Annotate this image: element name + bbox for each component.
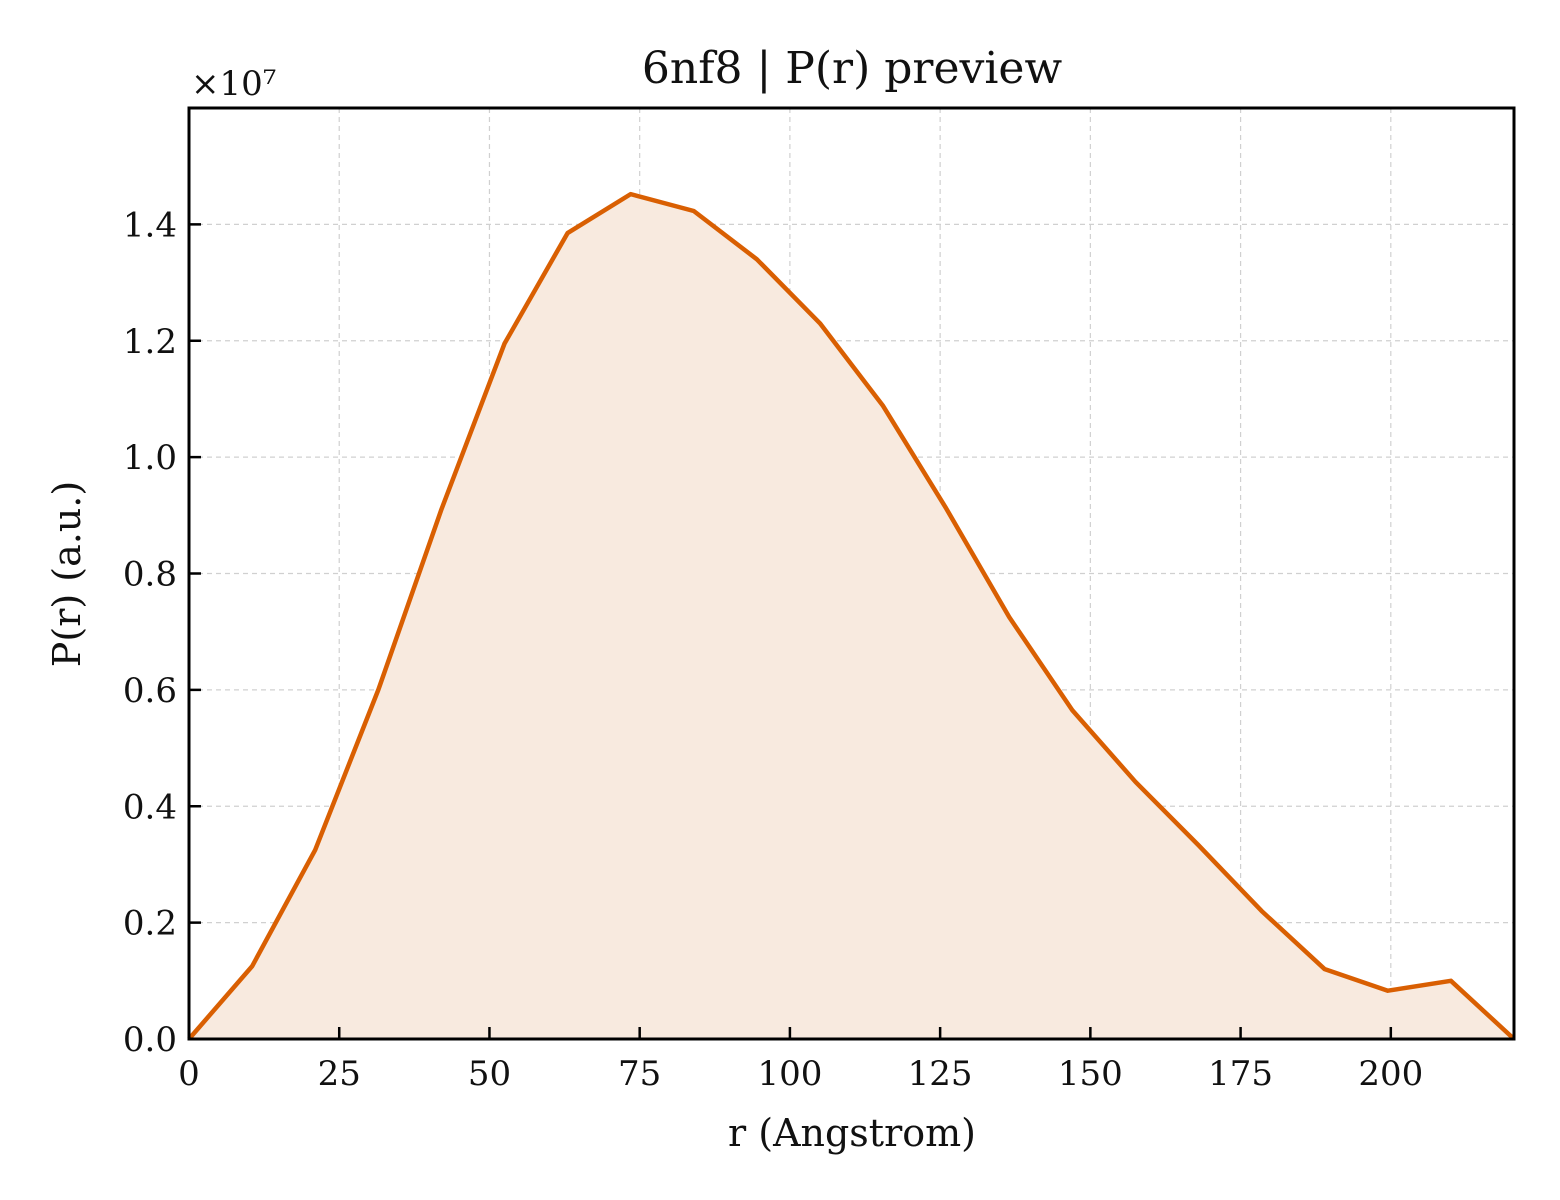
- x-tick-label: 25: [318, 1054, 361, 1094]
- series-line: [187, 191, 1516, 1041]
- y-tick-label: 1.2: [123, 322, 177, 362]
- x-tick-label: 125: [908, 1054, 973, 1094]
- chart-title: 6nf8 | P(r) preview: [642, 43, 1063, 94]
- x-tick-label: 50: [468, 1054, 511, 1094]
- x-tick-label: 200: [1358, 1054, 1423, 1094]
- ticks: 0 25 50 75 100 125 150 175 200 0.0 0.2 0.4 0.6 0.8 1.0…: [123, 205, 1423, 1094]
- x-tick-label: 150: [1058, 1054, 1123, 1094]
- x-axis-label: r (Angstrom): [728, 1111, 976, 1155]
- y-axis-label: P(r) (a.u.): [45, 481, 89, 667]
- x-tick-label: 0: [178, 1054, 200, 1094]
- y-tick-label: 0.4: [123, 787, 177, 827]
- y-tick-label: 1.0: [123, 438, 177, 478]
- y-tick-label: 0.0: [123, 1020, 177, 1060]
- x-tick-label: 75: [618, 1054, 661, 1094]
- x-tick-label: 100: [757, 1054, 822, 1094]
- y-tick-label: 0.6: [123, 671, 177, 711]
- y-tick-label: 1.4: [123, 205, 177, 245]
- y-tick-label: 0.8: [123, 555, 177, 595]
- y-offset-label: ×10⁷: [191, 64, 276, 104]
- x-tick-label: 175: [1208, 1054, 1273, 1094]
- area-fill: [189, 194, 1514, 1039]
- y-tick-label: 0.2: [123, 904, 177, 944]
